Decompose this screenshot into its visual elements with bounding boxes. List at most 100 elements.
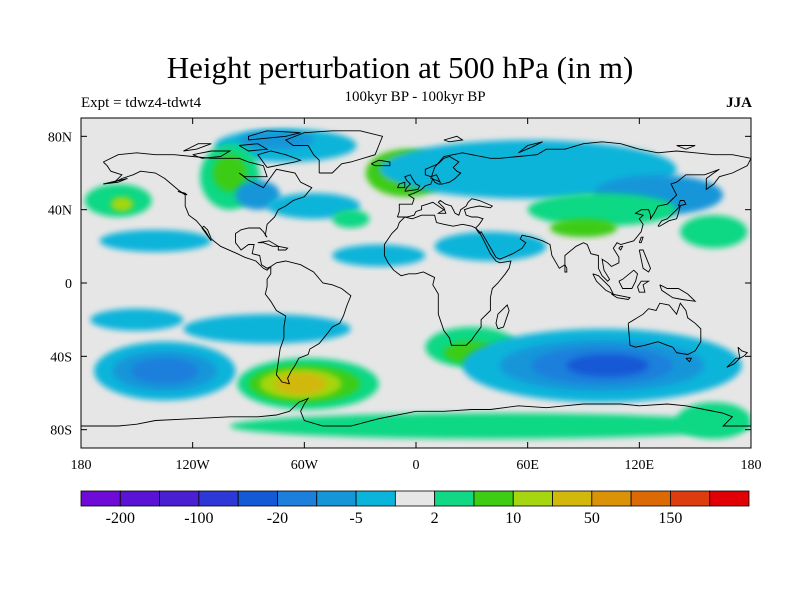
lat-tick-label: 80N	[48, 130, 72, 145]
colorbar-label: 2	[431, 510, 439, 527]
colorbar-box	[630, 490, 671, 507]
colorbar-box	[670, 490, 711, 507]
coastline	[103, 178, 128, 185]
colorbar-box	[512, 490, 553, 507]
coastline	[737, 346, 749, 359]
lat-tick-label: 80S	[50, 424, 72, 439]
colorbar-box	[237, 490, 278, 507]
perturbation-region	[332, 209, 370, 228]
coastline	[238, 143, 269, 152]
perturbation-region	[267, 193, 361, 219]
coastline	[659, 284, 697, 302]
perturbation-region	[434, 231, 547, 261]
coastline	[257, 240, 280, 247]
coastline	[618, 245, 624, 251]
lon-tick-label: 120E	[625, 458, 655, 473]
coastline	[383, 214, 512, 346]
colorbar-box	[159, 490, 200, 507]
colorbar-label: 150	[658, 510, 682, 527]
colorbar-box	[591, 490, 632, 507]
colorbar-label: -100	[184, 510, 213, 527]
coastline	[638, 249, 651, 273]
lon-tick-label: 60W	[291, 458, 319, 473]
coastline	[618, 269, 639, 289]
colorbar-box	[316, 490, 357, 507]
coastline	[257, 150, 302, 168]
colorbar-box	[709, 490, 750, 507]
perturbation-region	[680, 215, 748, 249]
coastline	[637, 280, 651, 293]
perturbation-region	[566, 354, 649, 377]
colorbar-label: -5	[349, 510, 362, 527]
lat-tick-label: 0	[65, 277, 72, 292]
lat-tick-label: 40S	[50, 350, 72, 365]
coastline	[638, 236, 644, 244]
coastline	[264, 260, 352, 385]
coastline	[685, 357, 693, 363]
coastline	[248, 130, 301, 141]
colorbar-box	[119, 490, 160, 507]
coastline	[284, 130, 384, 174]
coastline	[177, 190, 188, 196]
coastline	[677, 200, 687, 207]
lat-tick-label: 40N	[48, 204, 72, 219]
colorbar: -200 -100 -20 -5 2 10 50 150	[80, 490, 750, 527]
colorbar-box	[277, 490, 318, 507]
perturbation-region	[90, 308, 184, 331]
perturbation-region	[527, 193, 677, 227]
perturbation-region	[229, 413, 751, 439]
colorbar-label: 50	[584, 510, 600, 527]
coastlines	[81, 130, 751, 427]
perturbation-region	[99, 229, 212, 252]
plot-title: Height perturbation at 500 hPa (in m)	[166, 50, 634, 85]
perturbation-field	[84, 129, 751, 439]
perturbation-region	[550, 218, 617, 238]
perturbation-region	[676, 402, 751, 439]
coastline	[396, 181, 406, 189]
coastline	[277, 245, 289, 251]
coastline	[81, 397, 751, 427]
perturbation-region	[110, 196, 134, 212]
plot-subtitle: 100kyr BP - 100kyr BP	[344, 89, 486, 105]
longitude-axis: 180 120W 60W 0 60E 120E 180	[71, 118, 762, 473]
colorbar-box	[434, 490, 475, 507]
lon-tick-label: 60E	[516, 458, 539, 473]
colorbar-box	[80, 490, 121, 507]
lon-tick-label: 180	[741, 458, 762, 473]
perturbation-region	[235, 180, 281, 210]
coastline	[443, 135, 464, 143]
coastline	[726, 357, 741, 368]
lon-tick-label: 120W	[176, 458, 211, 473]
season-label: JJA	[726, 95, 752, 111]
coastline	[627, 302, 702, 355]
perturbation-region	[274, 372, 327, 395]
colorbar-box	[394, 490, 436, 507]
lon-tick-label: 180	[71, 458, 92, 473]
lon-tick-label: 0	[413, 458, 420, 473]
coastline	[676, 145, 696, 150]
colorbar-label: 10	[505, 510, 521, 527]
coastline	[102, 152, 313, 271]
colorbar-label: -20	[267, 510, 288, 527]
colorbar-box	[552, 490, 593, 507]
coastline	[371, 159, 391, 167]
coastline	[495, 304, 510, 330]
perturbation-region	[332, 244, 426, 267]
coastline	[192, 150, 232, 159]
colorbar-box	[198, 490, 239, 507]
coastline	[183, 143, 212, 152]
coastline	[564, 264, 568, 273]
perturbation-region	[183, 314, 351, 344]
latitude-axis: 80N 40N 0 40S 80S	[48, 130, 751, 439]
coastline	[404, 174, 421, 192]
perturbation-region	[239, 130, 314, 150]
experiment-label: Expt = tdwz4-tdwt4	[81, 95, 202, 111]
perturbation-region	[131, 358, 199, 384]
coastline	[518, 141, 543, 154]
colorbar-box	[355, 490, 396, 507]
colorbar-box	[473, 490, 514, 507]
coastline	[611, 293, 631, 300]
perturbation-region	[213, 154, 247, 192]
colorbar-label: -200	[106, 510, 135, 527]
